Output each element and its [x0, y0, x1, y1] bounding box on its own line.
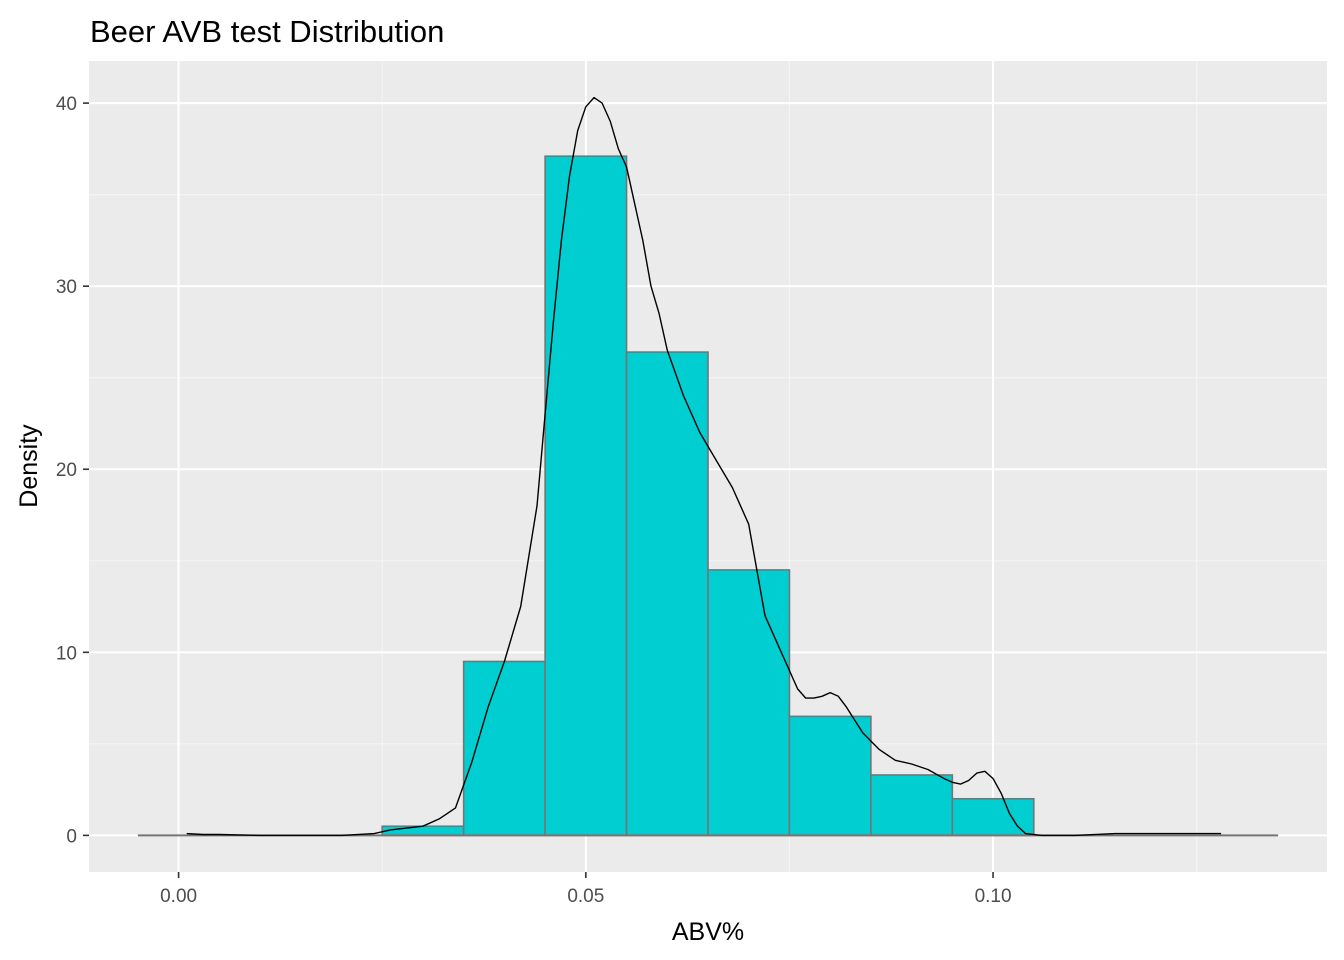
y-tick-label: 0 [66, 826, 77, 847]
x-axis: 0.00 0.05 0.10 [160, 872, 1012, 907]
histogram-bar [544, 155, 628, 837]
x-tick-label: 0.05 [567, 886, 604, 907]
x-tick-label: 0.00 [160, 886, 197, 907]
chart-title: Beer AVB test Distribution [90, 14, 444, 49]
histogram-bar [788, 715, 872, 837]
y-tick-label: 40 [56, 94, 77, 115]
histogram-bar [625, 351, 709, 837]
y-axis: 0 10 20 30 40 [56, 94, 89, 847]
histogram-bar [951, 797, 1035, 837]
density-curve [186, 96, 1222, 837]
y-tick-label: 10 [56, 643, 77, 664]
y-axis-title: Density [15, 424, 43, 508]
y-tick-label: 30 [56, 277, 77, 298]
x-tick-label: 0.10 [975, 886, 1012, 907]
histogram-bar [381, 825, 465, 837]
y-tick-label: 20 [56, 460, 77, 481]
density-curve-layer [186, 96, 1222, 837]
x-axis-title: ABV% [672, 918, 744, 946]
histogram-bars [137, 155, 1279, 837]
histogram-bar [870, 774, 954, 837]
histogram-bar [707, 569, 791, 837]
